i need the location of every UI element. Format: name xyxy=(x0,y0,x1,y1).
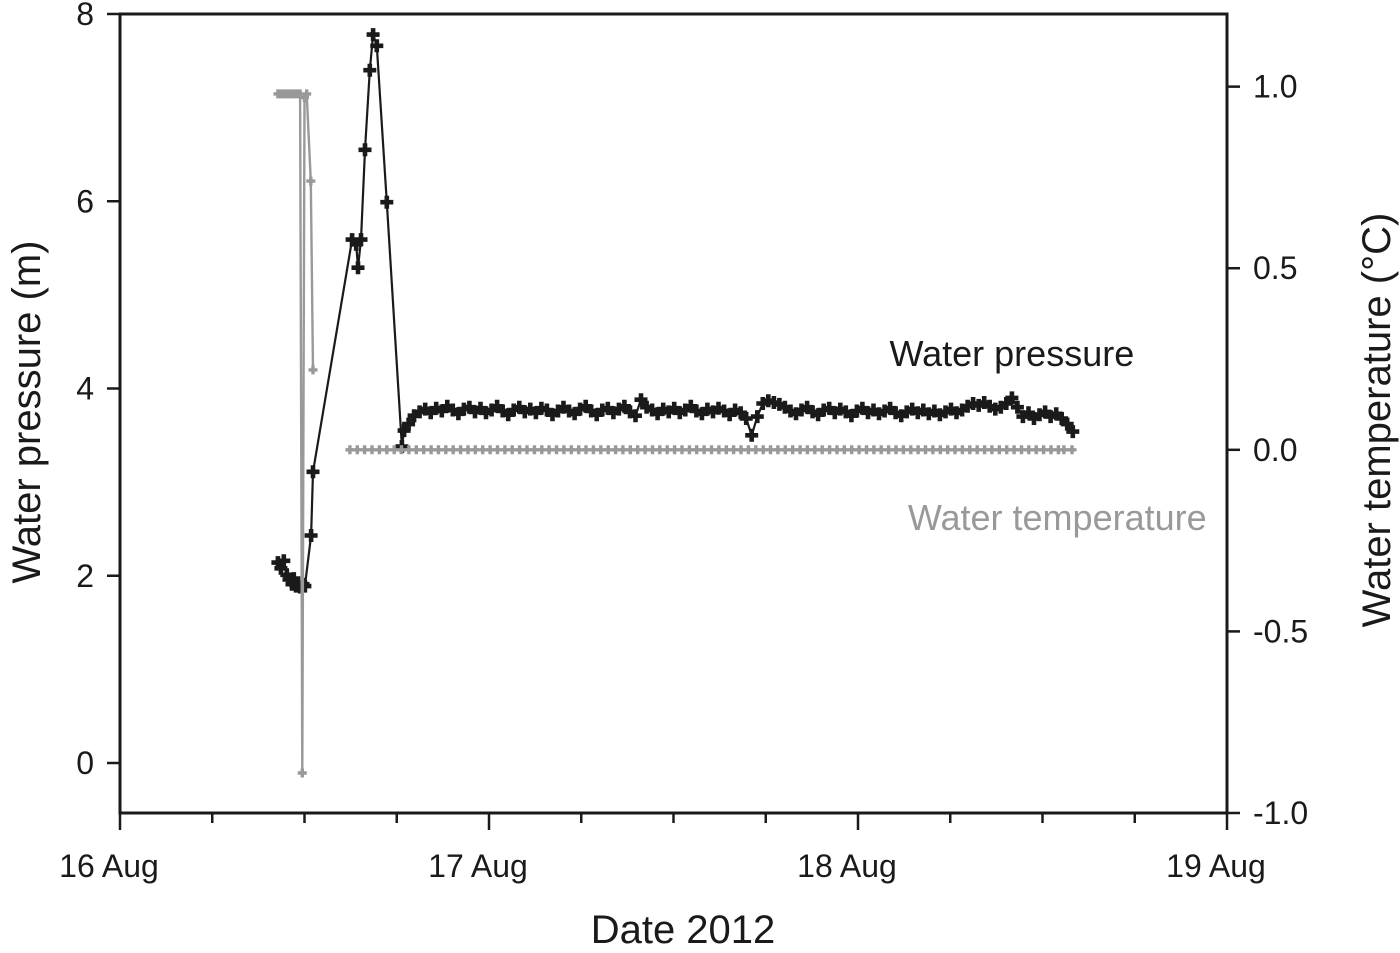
y-right-tick-label: 0.0 xyxy=(1253,432,1297,468)
series-water-pressure xyxy=(271,28,1080,594)
x-tick-label: 18 Aug xyxy=(797,848,897,884)
y-left-tick-label: 8 xyxy=(76,0,94,32)
water-temperature-markers xyxy=(273,89,318,778)
y-left-tick-label: 4 xyxy=(76,371,94,407)
y-right-tick-label: -0.5 xyxy=(1253,613,1308,649)
y-axis-left-title: Water pressure (m) xyxy=(5,240,49,584)
y-right-tick-label: 1.0 xyxy=(1253,69,1297,105)
x-tick-label: 16 Aug xyxy=(59,848,159,884)
series-label-water-temperature: Water temperature xyxy=(908,497,1207,538)
x-axis-title: Date 2012 xyxy=(590,908,776,952)
y-left-tick-label: 0 xyxy=(76,745,94,781)
series-water-temperature xyxy=(273,89,1077,778)
y-left-tick-label: 6 xyxy=(76,183,94,219)
water-temperature-markers xyxy=(345,445,1077,455)
y-left-tick-label: 2 xyxy=(76,558,94,594)
y-axis-left: 0 2 4 6 8 xyxy=(76,0,120,781)
y-axis-right-title: Water temperature (°C) xyxy=(1355,212,1399,628)
water-temperature-line xyxy=(277,89,315,774)
y-right-tick-label: 0.5 xyxy=(1253,250,1297,286)
x-axis: 16 Aug 17 Aug 18 Aug 19 Aug xyxy=(59,813,1266,884)
x-tick-label: 17 Aug xyxy=(428,848,528,884)
y-right-tick-label: -1.0 xyxy=(1253,795,1308,831)
water-pressure-markers xyxy=(271,28,1080,594)
series-label-water-pressure: Water pressure xyxy=(889,333,1134,374)
x-tick-label: 19 Aug xyxy=(1166,848,1266,884)
y-axis-right: 1.0 0.5 0.0 -0.5 -1.0 xyxy=(1227,69,1308,831)
